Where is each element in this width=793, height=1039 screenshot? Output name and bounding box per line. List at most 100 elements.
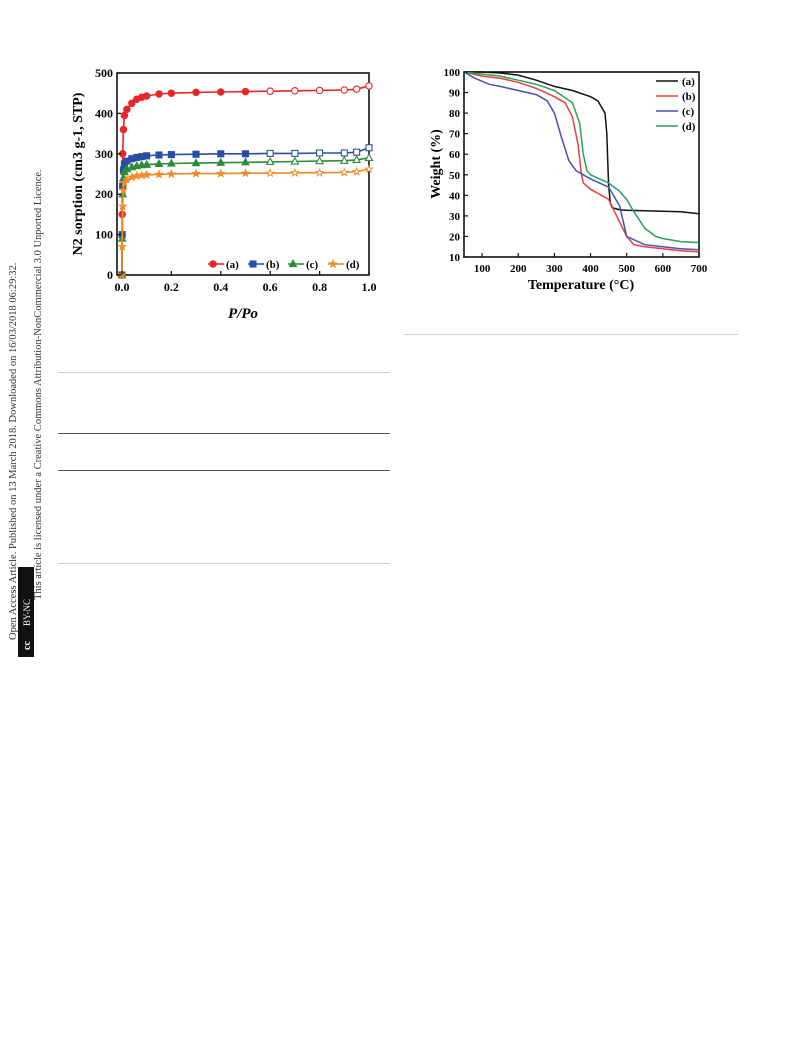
series-b xyxy=(118,144,373,279)
data-point xyxy=(365,144,373,152)
data-point xyxy=(314,167,325,177)
y-tick-label: 0 xyxy=(107,268,113,282)
data-point xyxy=(122,174,132,184)
y-tick-label: 50 xyxy=(449,170,461,182)
data-point xyxy=(166,168,177,179)
banner-line-2: This article is licensed under a Creativ… xyxy=(33,169,44,600)
y-axis-label: N2 sorption (cm3 g-1, STP) xyxy=(71,92,86,255)
y-tick-label: 90 xyxy=(449,88,461,100)
series-d-line xyxy=(463,71,700,244)
x-axis-label: Temperature (°C) xyxy=(528,278,635,293)
legend: (a) (b) (c) (d) xyxy=(656,76,696,133)
data-point xyxy=(241,87,250,96)
data-point xyxy=(290,156,300,165)
data-point xyxy=(353,148,361,156)
x-tick-label: 500 xyxy=(618,263,635,275)
y-tick-label: 100 xyxy=(95,228,113,242)
y-tick-label: 70 xyxy=(449,129,461,141)
plot-frame xyxy=(116,72,370,276)
data-point xyxy=(291,87,299,95)
cc-icon: cc xyxy=(22,641,33,650)
x-tick-label: 300 xyxy=(546,263,563,275)
y-axis-label: Weight (%) xyxy=(429,129,444,199)
data-point xyxy=(339,167,350,177)
x-axis-label: P/Po xyxy=(228,306,258,322)
separator-rule xyxy=(58,372,390,373)
data-point xyxy=(166,158,176,167)
data-point xyxy=(217,150,225,158)
y-tick-label: 20 xyxy=(449,231,461,243)
x-tick-label: 0.8 xyxy=(312,280,327,294)
side-banner: Open Access Article. Published on 13 Mar… xyxy=(8,169,44,657)
legend-label: (a) xyxy=(226,259,239,271)
legend-label: (d) xyxy=(682,121,696,133)
y-tick-label: 100 xyxy=(444,67,461,79)
data-point xyxy=(142,92,151,100)
series-a-line xyxy=(464,71,700,215)
data-point xyxy=(364,164,374,174)
legend-marker xyxy=(249,260,257,268)
y-tick-label: 30 xyxy=(449,211,461,223)
series-d xyxy=(117,164,374,280)
y-tick-label: 10 xyxy=(449,252,461,264)
legend-marker xyxy=(328,258,338,269)
data-point xyxy=(316,149,324,157)
data-point xyxy=(155,151,163,159)
data-point xyxy=(241,150,250,158)
data-point xyxy=(339,155,349,164)
cc-license-badge[interactable]: cc BY-NC xyxy=(18,567,34,657)
legend-marker xyxy=(209,260,217,268)
data-point xyxy=(154,158,164,168)
y-tick-label: 80 xyxy=(449,108,461,120)
data-point xyxy=(167,151,175,159)
separator-rule xyxy=(404,334,738,335)
data-point xyxy=(340,149,348,157)
data-point xyxy=(364,152,374,161)
data-point xyxy=(266,87,274,95)
legend: (a) (b) (c) (d) xyxy=(208,258,360,271)
banner-line-1: Open Access Article. Published on 13 Mar… xyxy=(8,263,19,640)
data-point xyxy=(291,149,299,157)
data-point xyxy=(351,166,362,176)
legend-label: (c) xyxy=(306,259,319,271)
legend-label: (b) xyxy=(682,91,696,103)
x-tick-label: 0.6 xyxy=(263,280,278,294)
series-c-line xyxy=(463,71,700,251)
data-point xyxy=(118,185,129,195)
n2-sorption-chart: 0 100 200 300 400 500 0.0 0.2 0.4 0.6 0.8 1.0 N2 so… xyxy=(71,66,377,322)
x-tick-label: 0.2 xyxy=(164,280,179,294)
data-point xyxy=(119,125,128,134)
data-point xyxy=(290,167,300,177)
y-tick-label: 200 xyxy=(95,187,113,201)
data-point xyxy=(315,156,325,165)
data-point xyxy=(315,86,324,95)
data-point xyxy=(154,169,164,179)
data-point xyxy=(265,156,275,166)
x-tick-label: 0.0 xyxy=(114,280,129,294)
data-point xyxy=(352,154,362,164)
data-point xyxy=(266,149,274,157)
legend-label: (b) xyxy=(266,259,280,271)
y-tick-label: 400 xyxy=(95,106,113,120)
data-point xyxy=(117,241,128,251)
cc-badge-box xyxy=(18,567,34,657)
data-point xyxy=(216,168,226,178)
x-tick-label: 0.4 xyxy=(213,280,228,294)
y-tick-label: 60 xyxy=(449,149,461,161)
y-tick-label: 40 xyxy=(449,190,461,202)
data-point xyxy=(192,150,200,158)
x-tick-label: 100 xyxy=(474,263,491,275)
data-point xyxy=(128,99,136,108)
legend-label: (c) xyxy=(682,106,695,118)
plot-frame xyxy=(463,71,700,258)
data-point xyxy=(167,89,176,97)
data-point xyxy=(142,159,152,168)
data-point xyxy=(240,168,251,178)
legend-label: (a) xyxy=(682,76,695,88)
data-point xyxy=(265,168,276,178)
data-point xyxy=(117,201,128,211)
data-point xyxy=(143,152,151,160)
data-point xyxy=(191,168,201,178)
x-tick-label: 200 xyxy=(510,263,527,275)
legend-marker xyxy=(288,259,298,268)
